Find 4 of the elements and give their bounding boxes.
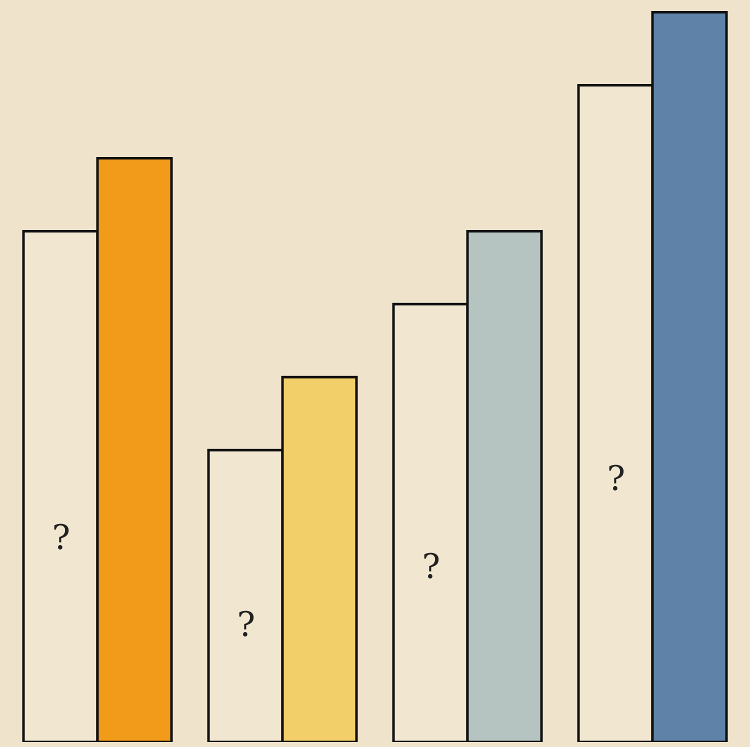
annotation: ? (422, 547, 440, 587)
annotation: ? (237, 605, 256, 645)
annotation: ? (607, 459, 626, 499)
annotation: ? (52, 518, 70, 558)
